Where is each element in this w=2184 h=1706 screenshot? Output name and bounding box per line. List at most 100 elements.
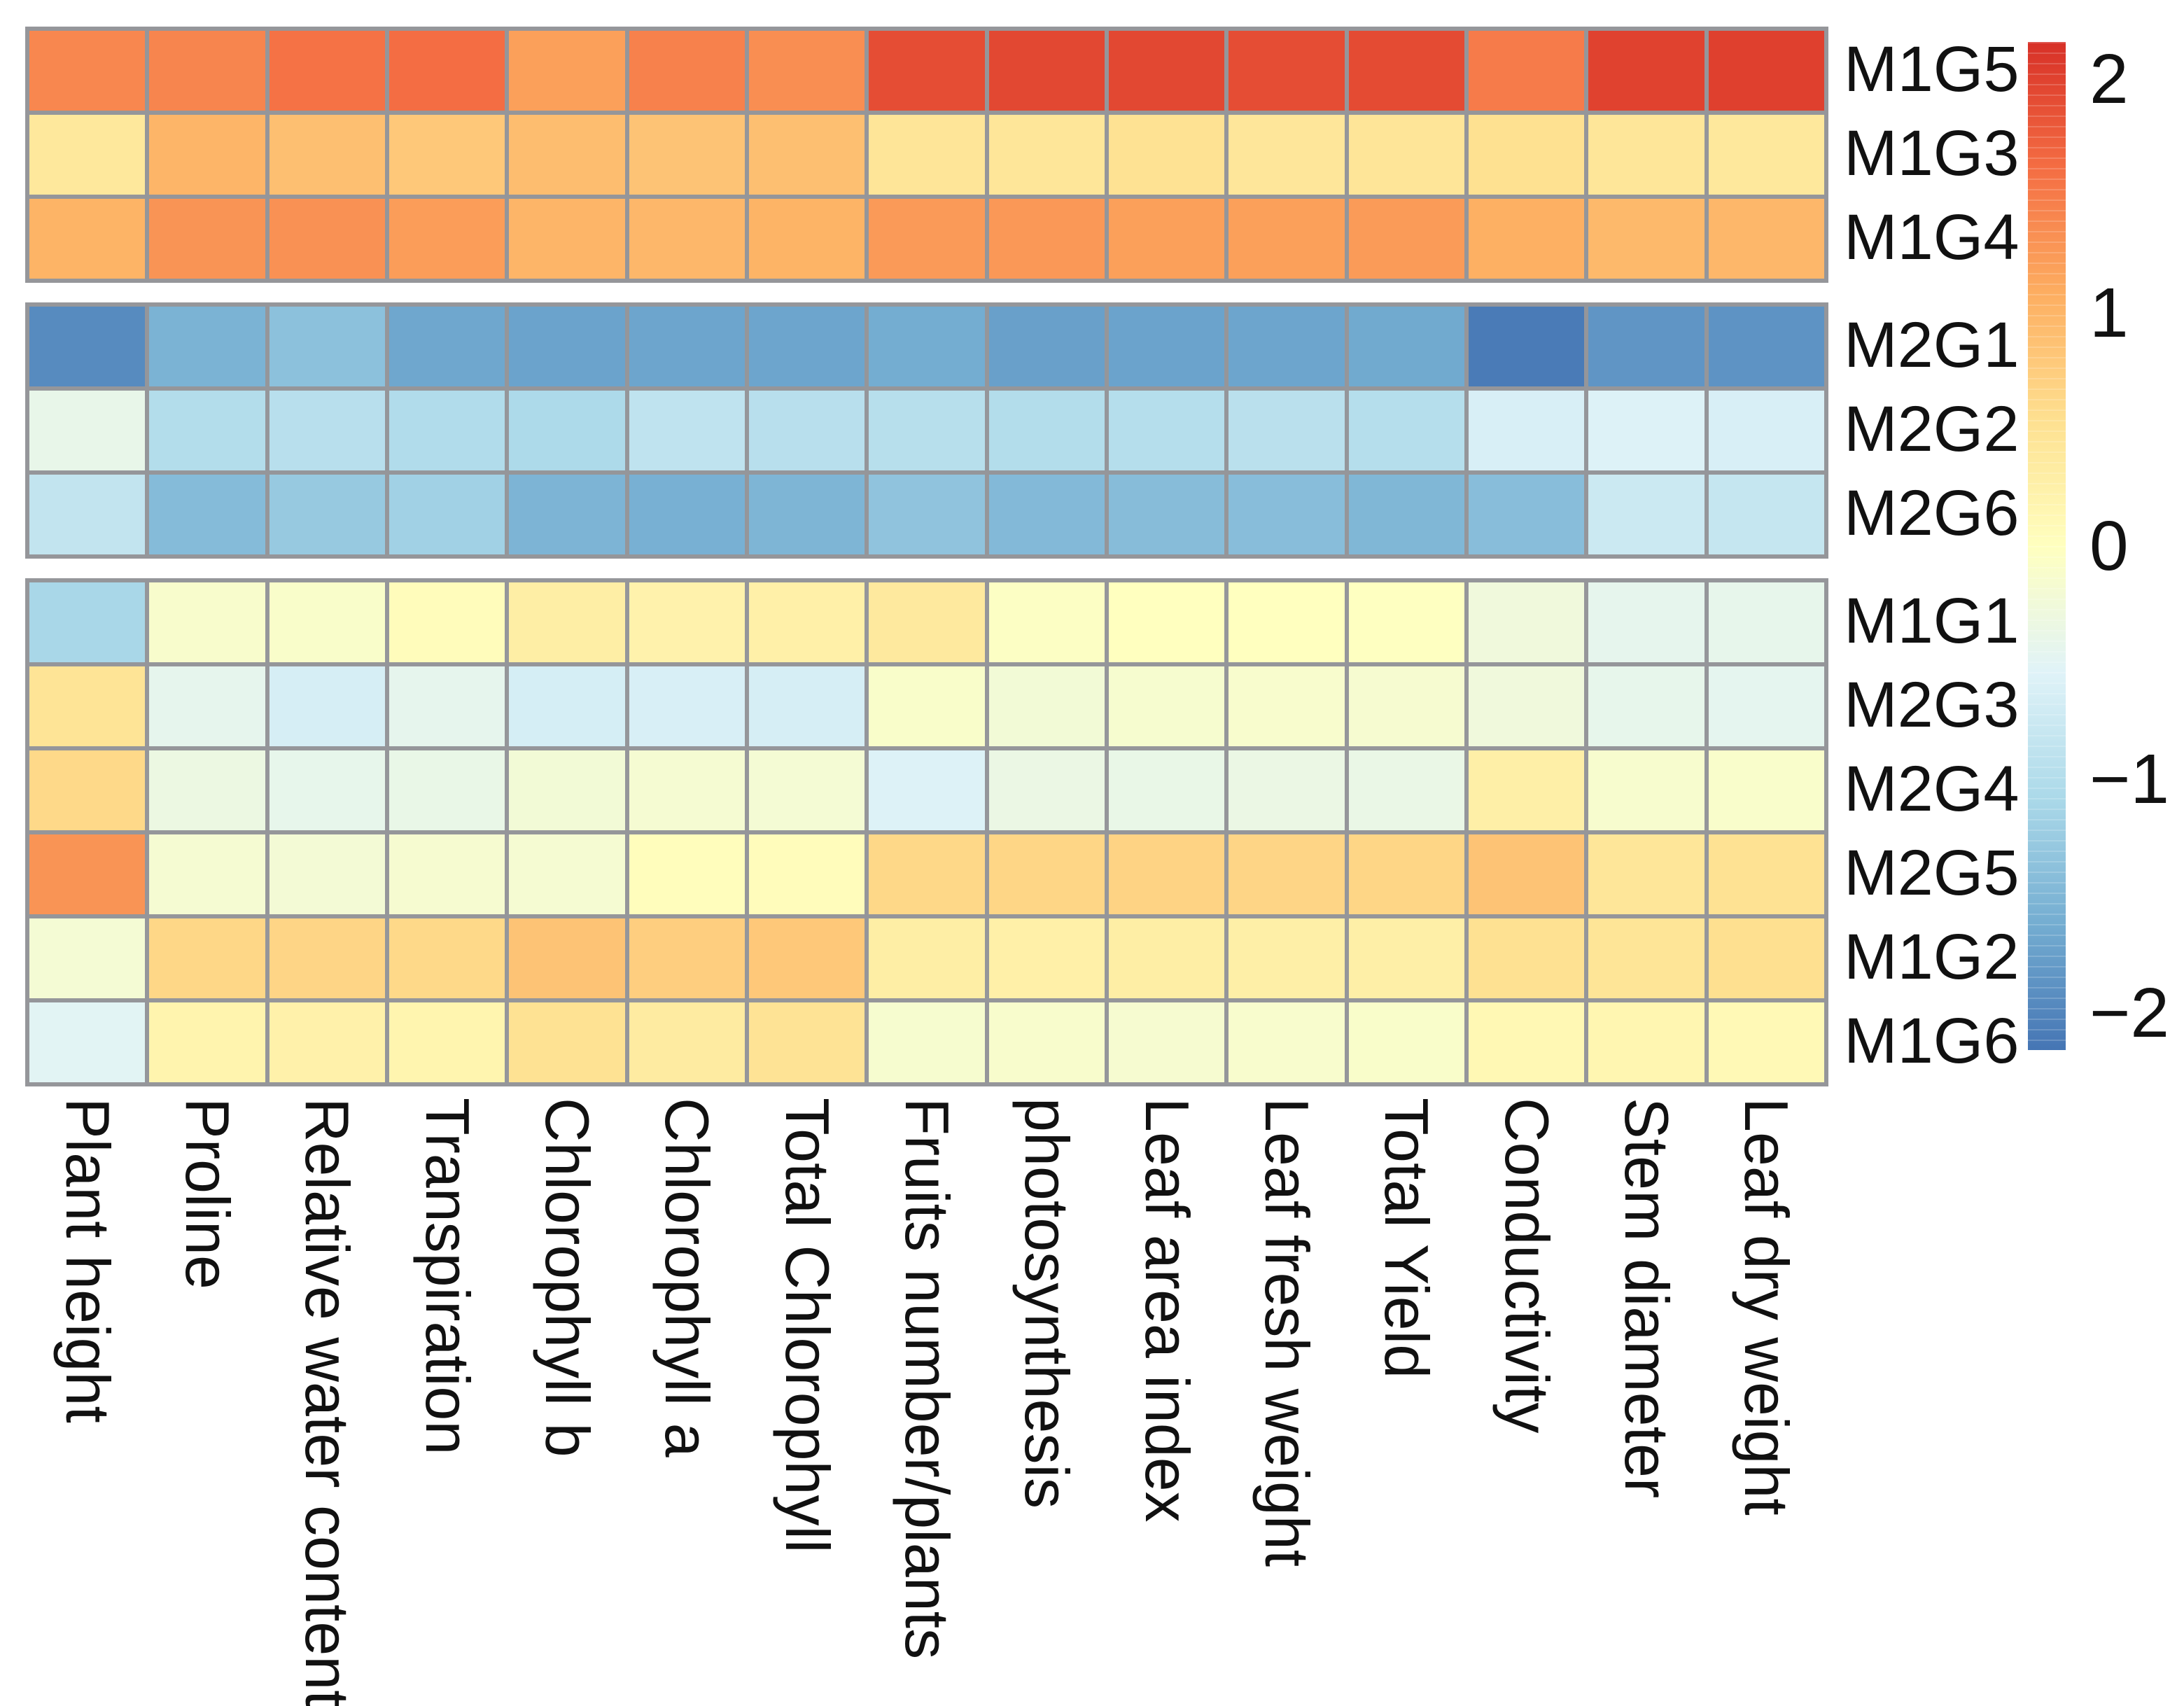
heatmap-cell: [988, 1002, 1105, 1082]
heatmap-cell: [149, 1002, 265, 1082]
row-label: M2G3: [1844, 669, 2019, 741]
heatmap-cell: [388, 307, 505, 386]
heatmap-cell: [869, 918, 985, 998]
heatmap-cell: [988, 666, 1105, 746]
heatmap-cell: [1228, 115, 1345, 195]
heatmap-cell: [1468, 199, 1585, 279]
heatmap-cell: [388, 199, 505, 279]
heatmap-cell: [1108, 391, 1225, 470]
column-label: Total Chlorophyll: [772, 1098, 842, 1553]
heatmap-cell: [629, 307, 745, 386]
heatmap-cell: [509, 31, 625, 111]
column-label: Conductivity: [1492, 1098, 1562, 1434]
heatmap-cluster-2: [25, 302, 1828, 559]
heatmap-cell: [1228, 834, 1345, 914]
heatmap-cell: [149, 918, 265, 998]
heatmap-cell: [1108, 115, 1225, 195]
heatmap-cell: [1588, 834, 1704, 914]
column-label: Leaf dry weight: [1732, 1098, 1802, 1516]
heatmap-cell: [149, 307, 265, 386]
heatmap-cell: [29, 391, 146, 470]
column-label: Plant height: [52, 1098, 122, 1423]
heatmap-cell: [388, 391, 505, 470]
heatmap-cell: [1468, 307, 1585, 386]
heatmap-cell: [1708, 475, 1824, 554]
heatmap-cell: [869, 391, 985, 470]
heatmap-cell: [1708, 582, 1824, 662]
heatmap-cell: [748, 199, 865, 279]
heatmap-cell: [629, 834, 745, 914]
heatmap-cell: [388, 918, 505, 998]
heatmap-cell: [748, 31, 865, 111]
heatmap-cell: [509, 918, 625, 998]
heatmap-cell: [988, 391, 1105, 470]
heatmap-cell: [1468, 918, 1585, 998]
heatmap-cell: [149, 582, 265, 662]
heatmap-cell: [1468, 666, 1585, 746]
heatmap-cell: [509, 834, 625, 914]
heatmap-cell: [1468, 475, 1585, 554]
heatmap-cell: [269, 307, 385, 386]
heatmap-cell: [748, 115, 865, 195]
heatmap-cell: [988, 307, 1105, 386]
heatmap-cell: [629, 582, 745, 662]
heatmap-cell: [748, 475, 865, 554]
heatmap-cluster-3: [25, 578, 1828, 1086]
heatmap-cell: [149, 750, 265, 830]
heatmap-cell: [1588, 31, 1704, 111]
heatmap-cell: [869, 750, 985, 830]
heatmap-cell: [388, 582, 505, 662]
heatmap-cell: [509, 666, 625, 746]
heatmap-cell: [869, 307, 985, 386]
heatmap-cell: [149, 115, 265, 195]
column-label: Leaf area index: [1132, 1098, 1202, 1523]
heatmap-cell: [869, 115, 985, 195]
heatmap-cell: [1348, 199, 1464, 279]
heatmap-cell: [509, 199, 625, 279]
heatmap-cell: [269, 666, 385, 746]
heatmap-cell: [1108, 834, 1225, 914]
column-label: Leaf fresh weight: [1252, 1098, 1322, 1567]
heatmap-cell: [388, 115, 505, 195]
heatmap-cell: [269, 31, 385, 111]
heatmap-cell: [269, 582, 385, 662]
heatmap-cell: [629, 115, 745, 195]
heatmap-cell: [1468, 582, 1585, 662]
heatmap-cell: [1228, 750, 1345, 830]
heatmap-cell: [29, 475, 146, 554]
heatmap-cell: [388, 475, 505, 554]
heatmap-cell: [748, 391, 865, 470]
heatmap-cell: [1108, 199, 1225, 279]
heatmap-cell: [269, 834, 385, 914]
heatmap-cell: [509, 115, 625, 195]
heatmap-cell: [509, 475, 625, 554]
heatmap-cell: [1108, 1002, 1225, 1082]
heatmap-cell: [509, 1002, 625, 1082]
column-label: Transpiration: [412, 1098, 482, 1455]
heatmap-cell: [29, 666, 146, 746]
heatmap-cell: [1348, 115, 1464, 195]
heatmap-cell: [388, 666, 505, 746]
heatmap-cell: [29, 750, 146, 830]
heatmap-cell: [1708, 199, 1824, 279]
heatmap-cell: [388, 750, 505, 830]
heatmap-cell: [1468, 1002, 1585, 1082]
heatmap-cell: [149, 834, 265, 914]
heatmap-cell: [1108, 475, 1225, 554]
heatmap-cell: [29, 918, 146, 998]
column-label: Relative water content: [293, 1098, 363, 1706]
heatmap-cell: [1348, 307, 1464, 386]
row-label: M1G4: [1844, 202, 2019, 274]
heatmap-cell: [29, 1002, 146, 1082]
heatmap-cell: [629, 918, 745, 998]
heatmap-cell: [1108, 750, 1225, 830]
heatmap-cell: [1588, 666, 1704, 746]
heatmap-cell: [1708, 391, 1824, 470]
heatmap-cell: [748, 750, 865, 830]
heatmap-cell: [29, 115, 146, 195]
colorbar-tick-label: −1: [2090, 740, 2170, 819]
column-label: Chlorophyll b: [533, 1098, 603, 1457]
heatmap-cell: [1468, 834, 1585, 914]
heatmap-cell: [269, 475, 385, 554]
